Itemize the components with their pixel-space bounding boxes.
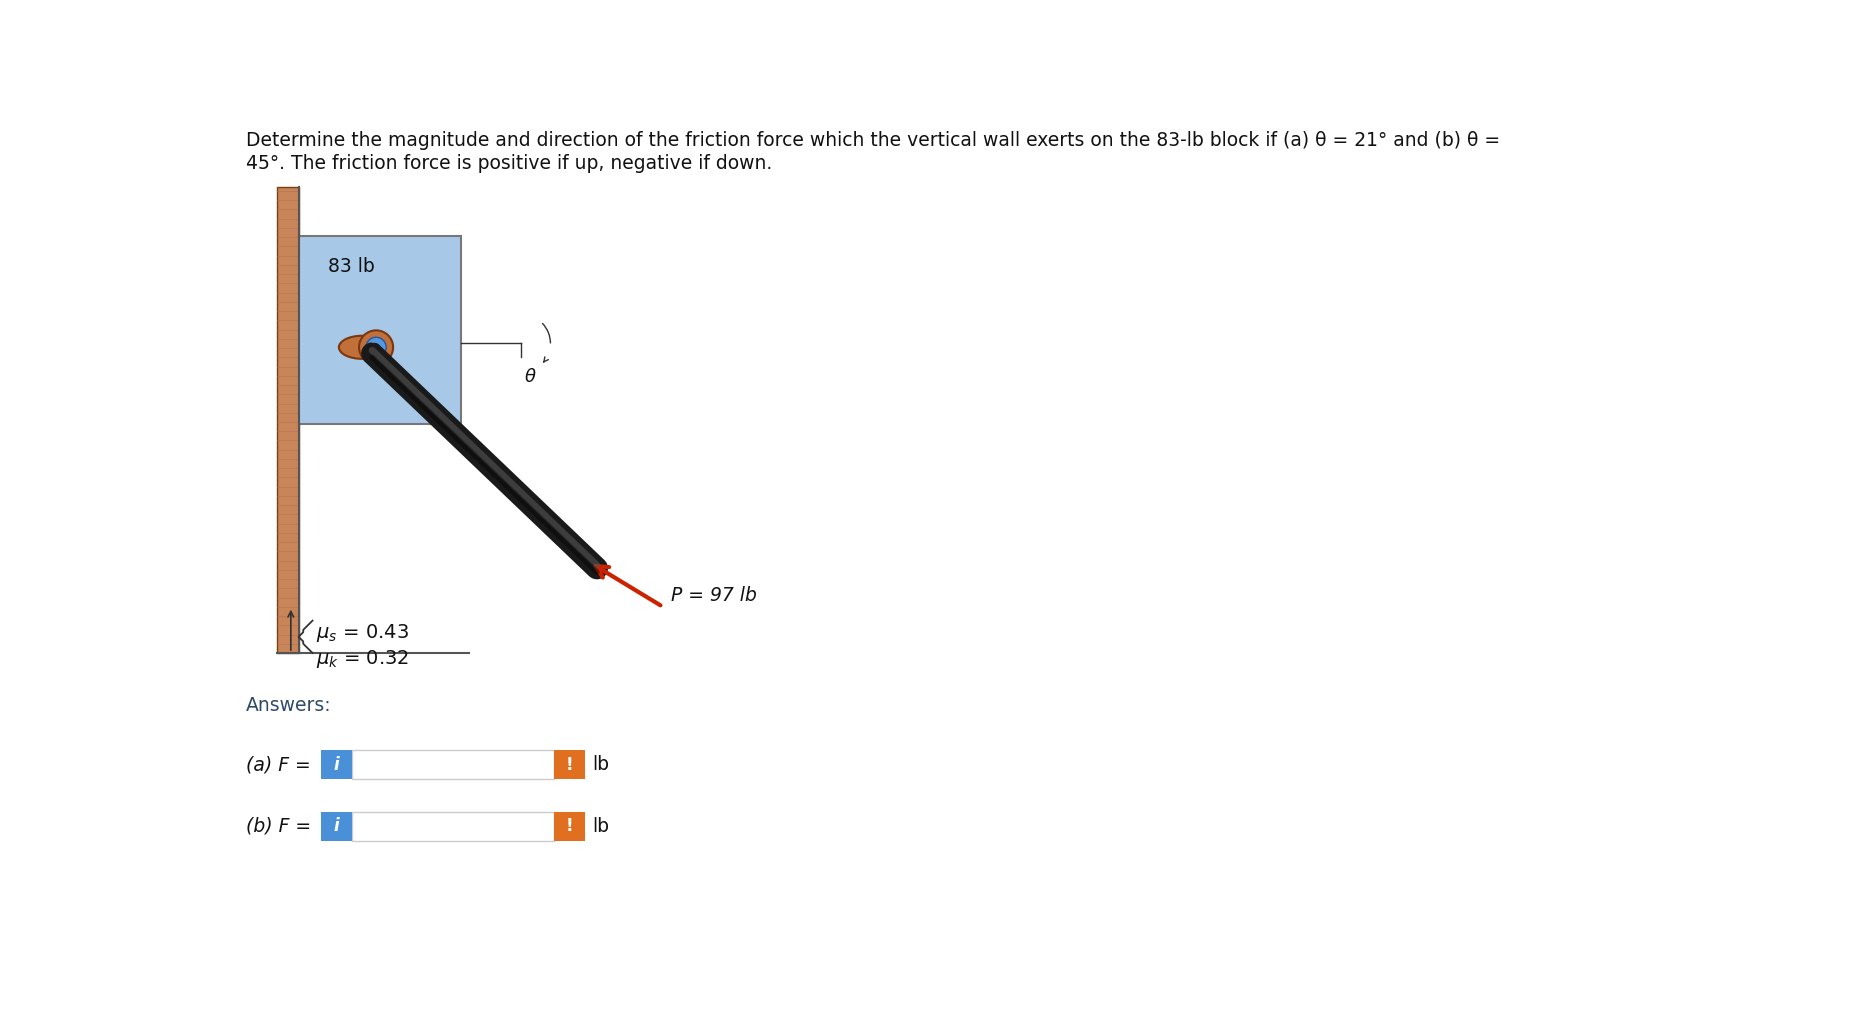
Text: lb: lb bbox=[592, 755, 609, 774]
Ellipse shape bbox=[339, 336, 386, 359]
Text: Answers:: Answers: bbox=[245, 696, 332, 715]
Text: !: ! bbox=[566, 817, 573, 836]
Text: (b) F =: (b) F = bbox=[245, 816, 311, 836]
Bar bbox=[277, 188, 298, 653]
Bar bbox=[298, 235, 461, 424]
Bar bbox=[320, 750, 352, 780]
Text: !: ! bbox=[566, 755, 573, 774]
Bar bbox=[320, 811, 352, 841]
Text: i: i bbox=[333, 817, 339, 836]
Text: $\mu_k$ = 0.32: $\mu_k$ = 0.32 bbox=[317, 648, 410, 670]
Text: $\mu_s$ = 0.43: $\mu_s$ = 0.43 bbox=[317, 623, 408, 644]
Text: i: i bbox=[333, 755, 339, 774]
Circle shape bbox=[360, 331, 393, 364]
Text: (a) F =: (a) F = bbox=[245, 755, 311, 774]
Text: P = 97 lb: P = 97 lb bbox=[671, 586, 757, 604]
Circle shape bbox=[365, 338, 386, 357]
Bar bbox=[553, 750, 584, 780]
Text: 83 lb: 83 lb bbox=[328, 258, 375, 276]
Bar bbox=[352, 750, 553, 780]
Text: θ: θ bbox=[524, 368, 536, 386]
Circle shape bbox=[373, 344, 380, 351]
Text: Determine the magnitude and direction of the friction force which the vertical w: Determine the magnitude and direction of… bbox=[245, 131, 1498, 150]
Circle shape bbox=[371, 342, 375, 347]
Bar bbox=[352, 811, 553, 841]
Bar bbox=[553, 811, 584, 841]
Text: 45°. The friction force is positive if up, negative if down.: 45°. The friction force is positive if u… bbox=[245, 154, 772, 173]
Text: lb: lb bbox=[592, 816, 609, 836]
